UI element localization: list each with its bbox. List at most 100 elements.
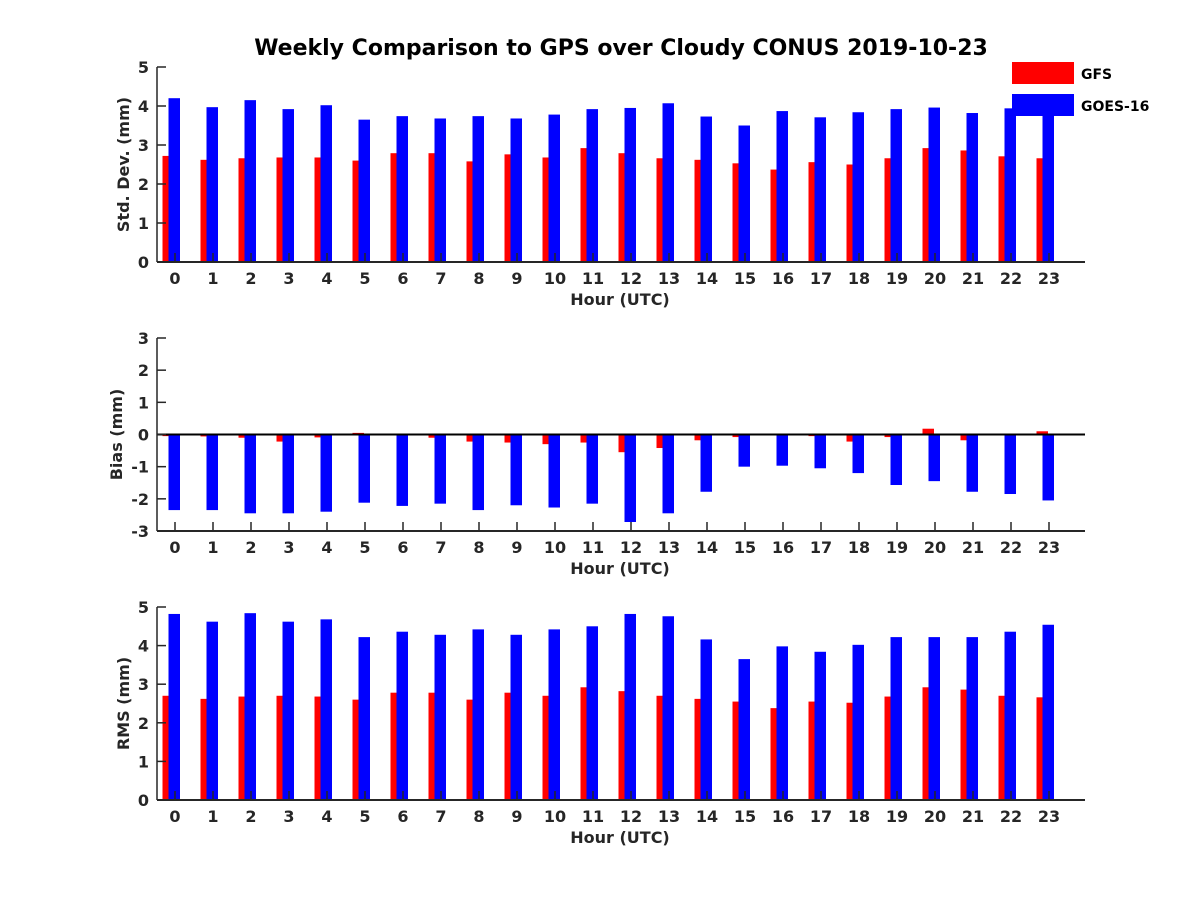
bar-gfs-17 bbox=[808, 701, 820, 800]
bar-gfs-1 bbox=[200, 698, 212, 800]
x-tick-label: 13 bbox=[658, 807, 680, 826]
bar-gfs-4 bbox=[314, 157, 326, 262]
x-tick-label: 9 bbox=[511, 269, 522, 288]
x-tick-label: 9 bbox=[511, 538, 522, 557]
x-tick-label: 13 bbox=[658, 269, 680, 288]
y-tick-label: 3 bbox=[138, 675, 149, 694]
bar-goes-16-21 bbox=[966, 637, 978, 800]
bar-goes-16-14 bbox=[700, 639, 712, 800]
bar-goes-16-11 bbox=[586, 109, 598, 263]
bar-goes-16-6 bbox=[396, 631, 408, 800]
x-axis-label: Hour (UTC) bbox=[570, 290, 670, 309]
y-axis-label: Std. Dev. (mm) bbox=[114, 97, 133, 232]
x-tick-label: 19 bbox=[886, 807, 908, 826]
x-tick-label: 3 bbox=[283, 269, 294, 288]
x-tick-label: 5 bbox=[359, 269, 370, 288]
bar-gfs-2 bbox=[238, 696, 250, 800]
bar-gfs-3 bbox=[276, 157, 288, 262]
bar-gfs-23 bbox=[1036, 431, 1048, 435]
bar-gfs-19 bbox=[884, 696, 896, 800]
bar-goes-16-10 bbox=[548, 114, 560, 262]
y-tick-label: 2 bbox=[138, 175, 149, 194]
x-tick-label: 22 bbox=[1000, 538, 1022, 557]
bar-gfs-3 bbox=[276, 434, 288, 442]
bar-goes-16-9 bbox=[510, 434, 522, 506]
bar-gfs-2 bbox=[238, 434, 250, 438]
bar-gfs-21 bbox=[960, 434, 972, 441]
x-axis-label: Hour (UTC) bbox=[570, 559, 670, 578]
bar-goes-16-2 bbox=[244, 434, 256, 514]
y-tick-label: 2 bbox=[138, 714, 149, 733]
x-tick-label: 17 bbox=[810, 269, 832, 288]
bar-gfs-20 bbox=[922, 148, 934, 262]
y-tick-label: -3 bbox=[131, 522, 149, 541]
x-tick-label: 23 bbox=[1038, 538, 1060, 557]
x-tick-label: 18 bbox=[848, 269, 870, 288]
x-tick-label: 4 bbox=[321, 538, 332, 557]
y-tick-label: 5 bbox=[138, 58, 149, 77]
bar-goes-16-11 bbox=[586, 434, 598, 504]
y-tick-label: -2 bbox=[131, 490, 149, 509]
bar-goes-16-21 bbox=[966, 113, 978, 263]
bar-gfs-4 bbox=[314, 434, 326, 438]
bar-goes-16-16 bbox=[776, 646, 788, 800]
x-tick-label: 15 bbox=[734, 269, 756, 288]
x-tick-label: 14 bbox=[696, 807, 718, 826]
bar-gfs-21 bbox=[960, 150, 972, 262]
x-tick-label: 11 bbox=[582, 538, 604, 557]
bar-goes-16-10 bbox=[548, 434, 560, 508]
x-tick-label: 1 bbox=[207, 538, 218, 557]
bar-gfs-10 bbox=[542, 695, 554, 800]
bar-goes-16-22 bbox=[1004, 434, 1016, 495]
bar-gfs-1 bbox=[200, 159, 212, 262]
y-tick-label: 0 bbox=[138, 426, 149, 445]
bar-goes-16-17 bbox=[814, 651, 826, 800]
x-tick-label: 0 bbox=[169, 538, 180, 557]
bar-gfs-18 bbox=[846, 164, 858, 262]
bar-goes-16-5 bbox=[358, 637, 370, 800]
chart-title: Weekly Comparison to GPS over Cloudy CON… bbox=[254, 36, 988, 61]
x-tick-label: 22 bbox=[1000, 807, 1022, 826]
bar-goes-16-16 bbox=[776, 111, 788, 262]
x-tick-label: 14 bbox=[696, 538, 718, 557]
bar-goes-16-0 bbox=[168, 434, 180, 511]
x-tick-label: 22 bbox=[1000, 269, 1022, 288]
bar-gfs-23 bbox=[1036, 158, 1048, 262]
x-tick-label: 6 bbox=[397, 807, 408, 826]
y-tick-label: 4 bbox=[138, 637, 149, 656]
x-tick-label: 6 bbox=[397, 538, 408, 557]
x-tick-label: 3 bbox=[283, 807, 294, 826]
bar-gfs-12 bbox=[618, 153, 630, 262]
y-tick-label: 0 bbox=[138, 791, 149, 810]
bar-goes-16-8 bbox=[472, 116, 484, 262]
legend-swatch-gfs bbox=[1012, 62, 1074, 84]
bar-gfs-17 bbox=[808, 162, 820, 262]
bar-goes-16-22 bbox=[1004, 108, 1016, 262]
bar-gfs-18 bbox=[846, 702, 858, 800]
bar-goes-16-19 bbox=[890, 637, 902, 800]
y-tick-label: 1 bbox=[138, 393, 149, 412]
bar-goes-16-5 bbox=[358, 119, 370, 263]
bar-gfs-10 bbox=[542, 434, 554, 445]
bar-gfs-6 bbox=[390, 692, 402, 800]
bar-gfs-8 bbox=[466, 434, 478, 442]
bar-goes-16-19 bbox=[890, 109, 902, 263]
bar-goes-16-15 bbox=[738, 434, 750, 467]
bar-gfs-0 bbox=[162, 695, 174, 800]
bar-goes-16-14 bbox=[700, 116, 712, 262]
bar-gfs-4 bbox=[314, 696, 326, 800]
y-tick-label: 1 bbox=[138, 214, 149, 233]
bar-goes-16-16 bbox=[776, 434, 788, 466]
bar-goes-16-12 bbox=[624, 107, 636, 262]
bar-goes-16-3 bbox=[282, 109, 294, 263]
y-tick-label: 2 bbox=[138, 361, 149, 380]
bar-goes-16-6 bbox=[396, 116, 408, 262]
bar-gfs-3 bbox=[276, 695, 288, 800]
bar-gfs-22 bbox=[998, 695, 1010, 800]
bar-goes-16-20 bbox=[928, 434, 940, 482]
bar-goes-16-4 bbox=[320, 619, 332, 800]
bar-gfs-15 bbox=[732, 163, 744, 262]
